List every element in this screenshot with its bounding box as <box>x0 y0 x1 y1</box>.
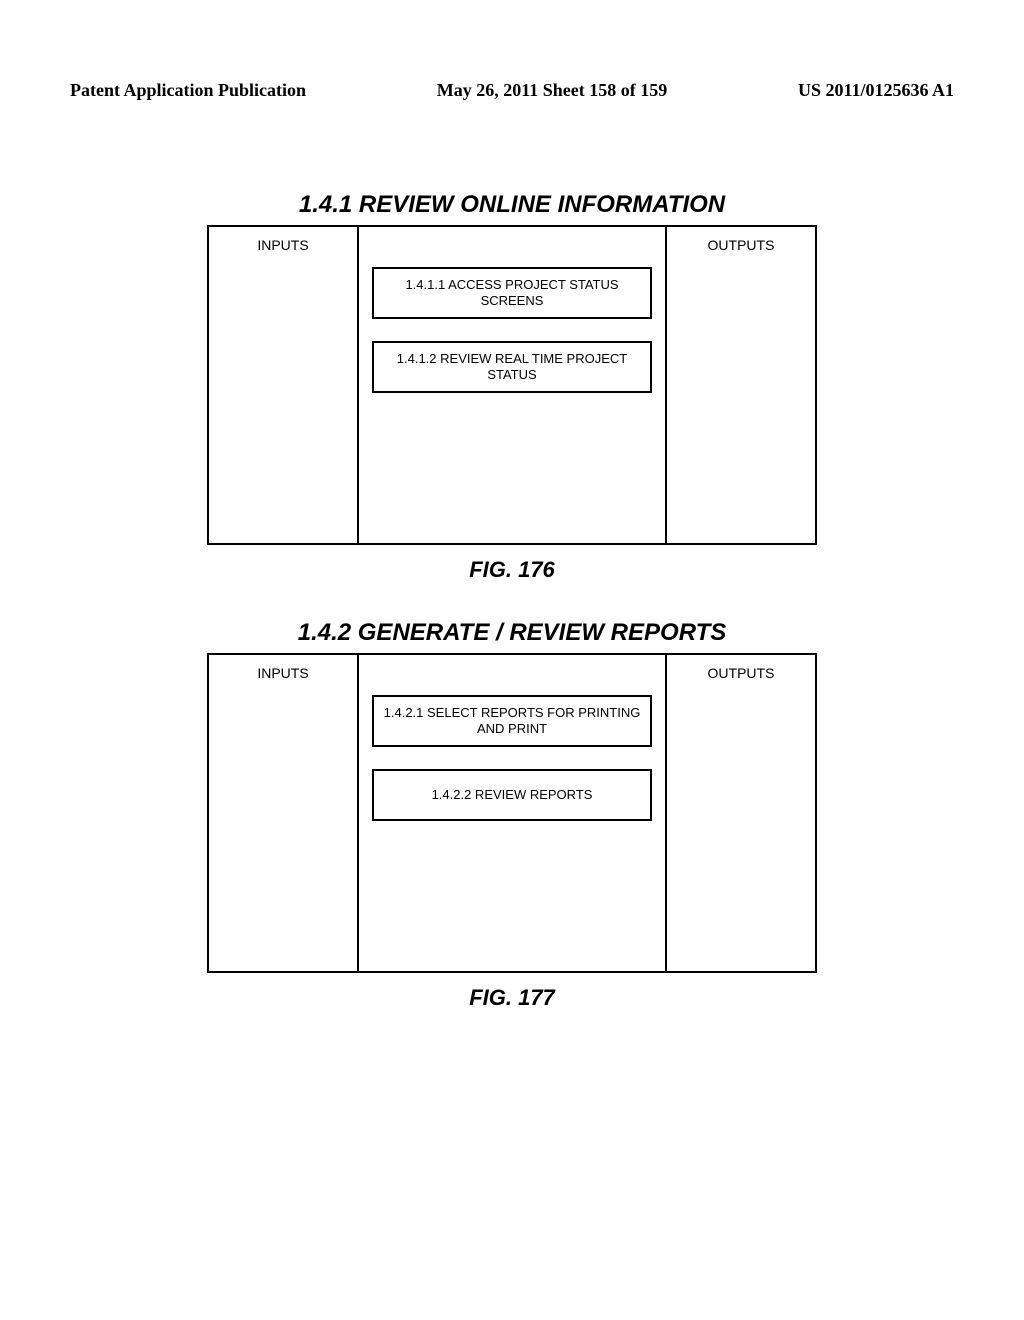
inputs-column: INPUTS <box>209 655 359 971</box>
outputs-column: OUTPUTS <box>665 655 815 971</box>
section-title-1: 1.4.1 REVIEW ONLINE INFORMATION <box>70 191 954 219</box>
inputs-label: INPUTS <box>257 665 308 681</box>
process-box: 1.4.2.2 REVIEW REPORTS <box>372 769 652 821</box>
patent-page: Patent Application Publication May 26, 2… <box>0 0 1024 1320</box>
process-column: 1.4.1.1 ACCESS PROJECT STATUS SCREENS 1.… <box>359 227 665 543</box>
header-center: May 26, 2011 Sheet 158 of 159 <box>306 80 798 101</box>
header-right: US 2011/0125636 A1 <box>798 80 954 101</box>
process-column: 1.4.2.1 SELECT REPORTS FOR PRINTING AND … <box>359 655 665 971</box>
section-title-2: 1.4.2 GENERATE / REVIEW REPORTS <box>70 619 954 647</box>
outputs-label: OUTPUTS <box>708 665 775 681</box>
inputs-label: INPUTS <box>257 237 308 253</box>
header-left: Patent Application Publication <box>70 80 306 101</box>
diagram-fig177: INPUTS 1.4.2.1 SELECT REPORTS FOR PRINTI… <box>207 653 817 973</box>
page-header: Patent Application Publication May 26, 2… <box>70 80 954 101</box>
figure-caption-177: FIG. 177 <box>70 985 954 1011</box>
process-box: 1.4.2.1 SELECT REPORTS FOR PRINTING AND … <box>372 695 652 747</box>
figure-caption-176: FIG. 176 <box>70 557 954 583</box>
inputs-column: INPUTS <box>209 227 359 543</box>
process-box: 1.4.1.2 REVIEW REAL TIME PROJECT STATUS <box>372 341 652 393</box>
diagram-fig176: INPUTS 1.4.1.1 ACCESS PROJECT STATUS SCR… <box>207 225 817 545</box>
process-box: 1.4.1.1 ACCESS PROJECT STATUS SCREENS <box>372 267 652 319</box>
outputs-label: OUTPUTS <box>708 237 775 253</box>
outputs-column: OUTPUTS <box>665 227 815 543</box>
